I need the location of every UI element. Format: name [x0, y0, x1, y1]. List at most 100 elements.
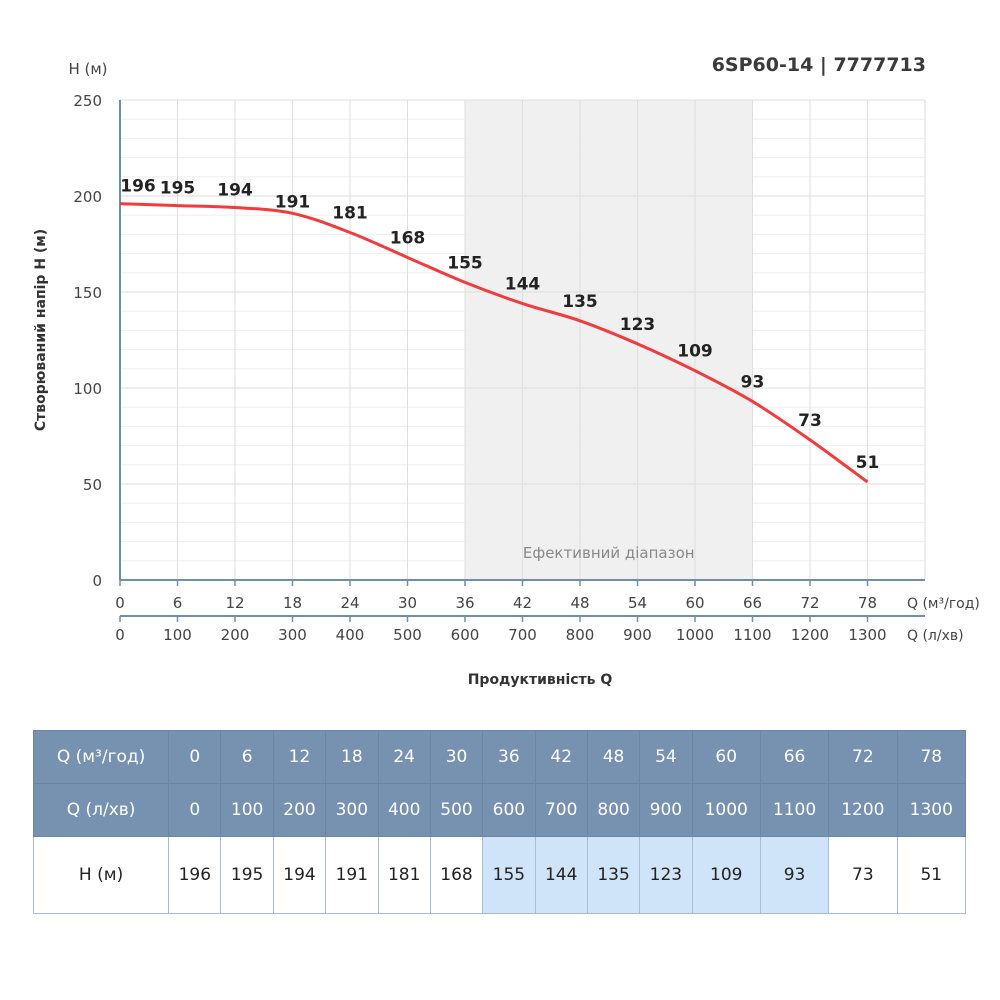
- pump-curve-chart: Ефективний діапазон050100150200250006100…: [33, 60, 980, 688]
- x-tick-label: 30: [398, 594, 417, 612]
- x-tick-label: 36: [455, 594, 474, 612]
- q-m3h-cell: 18: [325, 730, 379, 784]
- q-m3h-cell: 78: [896, 730, 967, 784]
- data-label: 195: [160, 179, 196, 199]
- x2-tick-label: 800: [566, 626, 595, 644]
- x2-tick-label: 500: [393, 626, 422, 644]
- data-label: 194: [217, 181, 253, 201]
- y-unit-label: H (м): [68, 60, 107, 78]
- q-m3h-cell: 12: [272, 730, 327, 784]
- y-axis-title: Створюваний напір H (м): [33, 229, 49, 431]
- q-m3h-cell: 6: [220, 730, 274, 784]
- effective-range-band: [465, 100, 753, 580]
- data-label: 196: [120, 177, 156, 197]
- q-lmin-cell: 1200: [828, 783, 898, 837]
- q-lmin-cell: 800: [586, 783, 641, 837]
- q-m3h-cell: 48: [586, 730, 641, 784]
- x-tick-label: 48: [570, 594, 589, 612]
- q-m3h-cell: 42: [534, 730, 588, 784]
- x-unit-label: Q (м³/год): [907, 596, 980, 612]
- data-label: 73: [798, 411, 822, 431]
- row-label-q-m3h: Q (м³/год): [32, 730, 170, 784]
- y-tick-label: 250: [73, 92, 102, 110]
- head-cell: 73: [828, 836, 898, 914]
- head-cell: 93: [759, 836, 830, 914]
- x-tick-label: 12: [225, 594, 244, 612]
- y-tick-label: 150: [73, 284, 102, 302]
- row-label-q-lmin: Q (л/хв): [32, 783, 170, 837]
- head-cell: 168: [429, 836, 484, 914]
- q-lmin-cell: 1000: [691, 783, 761, 837]
- head-cell: 51: [896, 836, 967, 914]
- q-lmin-cell: 1100: [759, 783, 830, 837]
- q-m3h-cell: 36: [482, 730, 536, 784]
- data-label: 51: [856, 453, 880, 473]
- head-cell: 181: [377, 836, 431, 914]
- head-cell: 155: [482, 836, 536, 914]
- x2-tick-label: 600: [451, 626, 480, 644]
- q-m3h-cell: 24: [377, 730, 431, 784]
- x-tick-label: 54: [628, 594, 647, 612]
- head-cell: 123: [639, 836, 693, 914]
- q-lmin-cell: 1300: [896, 783, 967, 837]
- q-m3h-cell: 60: [691, 730, 761, 784]
- y-tick-label: 100: [73, 380, 102, 398]
- x2-tick-label: 1200: [791, 626, 829, 644]
- x-axis-title: Продуктивність Q: [468, 672, 613, 688]
- x2-tick-label: 400: [336, 626, 365, 644]
- x2-tick-label: 900: [623, 626, 652, 644]
- x2-tick-label: 1100: [733, 626, 771, 644]
- x-tick-label: 24: [340, 594, 359, 612]
- q-m3h-cell: 54: [639, 730, 693, 784]
- data-label: 109: [677, 342, 713, 362]
- row-label-h: H (м): [32, 836, 170, 914]
- x2-tick-label: 100: [163, 626, 192, 644]
- data-label: 181: [332, 203, 368, 223]
- y-tick-label: 50: [83, 476, 102, 494]
- x-tick-label: 18: [283, 594, 302, 612]
- x2-tick-label: 200: [221, 626, 250, 644]
- x-tick-label: 6: [173, 594, 183, 612]
- performance-table: Q (м³/год) 0 6 12 18 24 30 36 42 48 54 60 66 72 78 Q (…: [32, 730, 967, 914]
- x2-tick-label: 700: [508, 626, 537, 644]
- x-tick-label: 66: [743, 594, 762, 612]
- data-label: 144: [505, 275, 541, 295]
- q-lmin-cell: 200: [272, 783, 327, 837]
- head-cell: 109: [691, 836, 761, 914]
- data-label: 155: [447, 253, 483, 273]
- x2-tick-label: 1300: [848, 626, 886, 644]
- head-cell: 194: [272, 836, 327, 914]
- head-cell: 144: [534, 836, 588, 914]
- data-label: 93: [741, 372, 765, 392]
- q-m3h-cell: 30: [429, 730, 484, 784]
- q-m3h-cell: 66: [759, 730, 830, 784]
- head-cell: 195: [220, 836, 274, 914]
- x2-tick-label: 300: [278, 626, 307, 644]
- data-label: 191: [275, 192, 311, 212]
- q-lmin-cell: 400: [377, 783, 431, 837]
- q-lmin-cell: 700: [534, 783, 588, 837]
- data-label: 168: [390, 228, 426, 248]
- x-tick-label: 0: [115, 594, 125, 612]
- head-cell: 196: [168, 836, 222, 914]
- x2-unit-label: Q (л/хв): [907, 628, 964, 644]
- head-curve: [119, 202, 869, 484]
- head-cell: 135: [586, 836, 641, 914]
- x2-tick-label: 0: [115, 626, 125, 644]
- y-tick-label: 200: [73, 188, 102, 206]
- q-lmin-cell: 300: [325, 783, 379, 837]
- q-lmin-cell: 900: [639, 783, 693, 837]
- q-lmin-cell: 0: [168, 783, 222, 837]
- q-m3h-cell: 72: [828, 730, 898, 784]
- x-tick-label: 72: [800, 594, 819, 612]
- data-label: 123: [620, 315, 656, 335]
- x-tick-label: 78: [858, 594, 877, 612]
- q-lmin-cell: 500: [429, 783, 484, 837]
- data-label: 135: [562, 292, 598, 312]
- x-tick-label: 60: [685, 594, 704, 612]
- effective-range-label: Ефективний діапазон: [523, 544, 695, 562]
- x2-tick-label: 1000: [676, 626, 714, 644]
- q-lmin-cell: 600: [482, 783, 536, 837]
- head-cell: 191: [325, 836, 379, 914]
